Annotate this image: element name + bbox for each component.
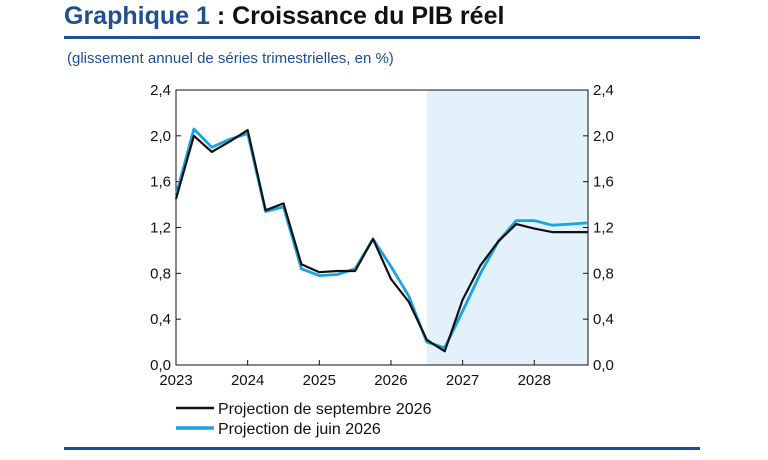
chart-subtitle: (glissement annuel de séries trimestriel… <box>67 50 394 67</box>
y-tick-label-right: 2,0 <box>593 128 614 145</box>
bottom-rule <box>64 447 700 450</box>
y-tick-label-left: 0,0 <box>150 357 171 374</box>
series-line-june <box>174 127 589 350</box>
y-tick-label-right: 0,4 <box>593 311 614 328</box>
x-tick-label: 2028 <box>518 372 551 389</box>
series-line-september <box>174 129 588 353</box>
y-tick-label-left: 0,4 <box>150 311 171 328</box>
y-tick-label-right: 0,0 <box>593 357 614 374</box>
y-tick-label-left: 2,4 <box>150 82 171 99</box>
legend-label-june: Projection de juin 2026 <box>218 421 381 438</box>
legend: Projection de septembre 2026 Projection … <box>176 401 432 438</box>
chart-title-label: Graphique 1 <box>64 2 210 30</box>
y-tick-label-left: 1,2 <box>150 220 171 237</box>
series-lines <box>174 127 589 353</box>
y-tick-label-right: 1,6 <box>593 174 614 191</box>
x-tick-label: 2026 <box>374 372 407 389</box>
y-tick-label-left: 0,8 <box>150 265 171 282</box>
y-tick-label-left: 1,6 <box>150 174 171 191</box>
legend-label-september: Projection de septembre 2026 <box>218 401 432 418</box>
x-tick-label: 2024 <box>231 372 264 389</box>
x-tick-label: 2027 <box>446 372 479 389</box>
y-tick-label-right: 2,4 <box>593 82 614 99</box>
y-tick-label-right: 1,2 <box>593 220 614 237</box>
projection-shading <box>426 90 588 365</box>
x-tick-label: 2023 <box>159 372 192 389</box>
axes: 0,0 0,0 0,4 0,4 0,8 0,8 1,2 1,2 1,6 1,6 2,0 2,0 2,4 2… <box>150 82 614 389</box>
chart-title-text: : Croissance du PIB réel <box>209 2 505 30</box>
top-rule <box>64 36 700 39</box>
y-tick-label-right: 0,8 <box>593 265 614 282</box>
chart-title: Graphique 1 : Croissance du PIB réel <box>64 2 504 31</box>
x-tick-label: 2025 <box>303 372 336 389</box>
y-tick-label-left: 2,0 <box>150 128 171 145</box>
